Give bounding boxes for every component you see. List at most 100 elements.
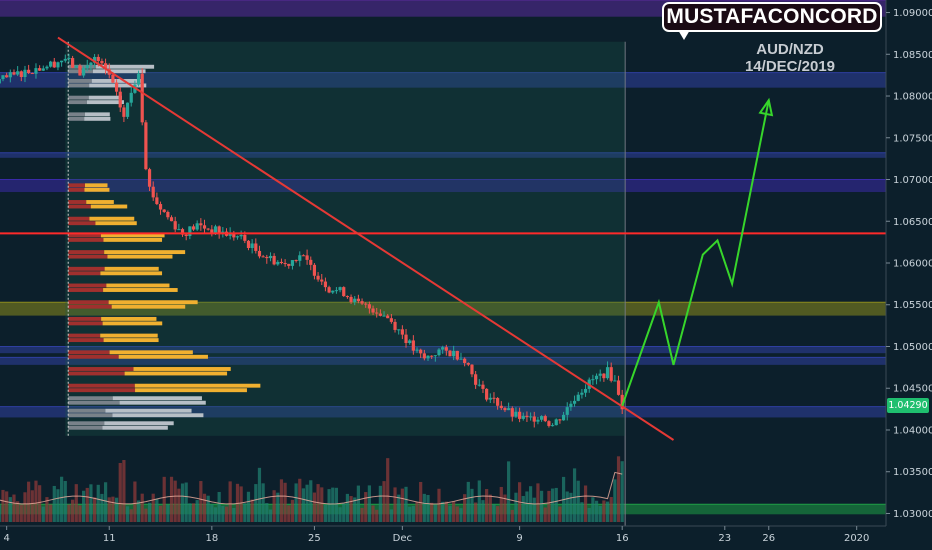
candle-body	[496, 398, 500, 406]
volume-profile-up-bar	[112, 413, 204, 418]
volume-profile-down-bar	[68, 83, 90, 88]
candle-body	[103, 63, 108, 70]
candle-body	[561, 414, 566, 421]
volume-profile-up-bar	[124, 371, 228, 376]
volume-bar	[140, 493, 144, 522]
volume-profile-down-bar	[68, 383, 135, 388]
candle-body	[503, 408, 507, 411]
volume-bar	[342, 503, 346, 522]
volume-bar	[52, 485, 56, 522]
volume-profile-up-bar	[104, 266, 159, 271]
volume-profile-down-bar	[68, 413, 113, 418]
volume-profile-up-bar	[118, 354, 208, 359]
candle-body	[334, 290, 339, 292]
volume-bar	[496, 506, 500, 522]
brand-badge: MUSTAFACONCORD	[662, 2, 882, 32]
candle-body	[463, 358, 467, 364]
volume-bar	[477, 480, 481, 522]
volume-bar	[243, 503, 247, 522]
volume-bar	[177, 488, 181, 522]
volume-bar	[558, 506, 562, 522]
volume-profile-up-bar	[89, 216, 135, 221]
candle-body	[268, 255, 273, 259]
volume-profile-up-bar	[96, 64, 155, 69]
volume-bar	[224, 506, 229, 522]
candle-body	[426, 355, 430, 359]
price-axis[interactable]	[886, 0, 932, 550]
candle-body	[184, 234, 188, 236]
volume-bar	[206, 495, 210, 522]
volume-bar	[30, 490, 34, 522]
volume-bar	[594, 500, 599, 522]
volume-profile-up-bar	[103, 237, 163, 242]
candle-body	[309, 259, 313, 265]
volume-bar	[0, 505, 1, 522]
candle-body	[481, 384, 485, 389]
volume-profile-down-bar	[68, 354, 119, 359]
candle-body	[474, 374, 478, 385]
candle-body	[404, 334, 408, 344]
volume-bar	[536, 483, 540, 522]
candle-body	[287, 263, 291, 266]
volume-bar	[63, 480, 67, 522]
candle-body	[375, 312, 379, 314]
volume-bar	[510, 509, 514, 522]
volume-bar	[404, 486, 408, 522]
volume-bar	[583, 485, 588, 522]
candle-body	[408, 340, 412, 344]
volume-bar	[572, 468, 577, 522]
candle-body	[140, 73, 144, 123]
volume-bar	[411, 505, 415, 522]
volume-profile-down-bar	[68, 216, 90, 221]
candle-body	[158, 204, 163, 210]
candle-body	[598, 373, 602, 376]
forecast-arrow-head	[758, 97, 774, 117]
volume-bar	[444, 501, 448, 522]
candle-body	[5, 75, 9, 78]
volume-bar	[129, 509, 133, 522]
volume-bar	[125, 506, 130, 522]
time-axis[interactable]	[0, 526, 932, 550]
volume-bar	[74, 484, 78, 522]
candle-body	[71, 58, 75, 68]
price-tick-label: 1.07500	[893, 133, 932, 144]
candle-body	[199, 223, 203, 226]
volume-profile-down-bar	[68, 64, 97, 69]
price-tick-label: 1.06000	[893, 259, 932, 270]
volume-bar	[452, 501, 456, 522]
candle-body	[23, 69, 27, 78]
candle-body	[177, 229, 181, 231]
zone-band	[0, 179, 886, 193]
volume-bar	[459, 508, 463, 522]
volume-bar	[103, 482, 108, 522]
volume-bar	[547, 490, 551, 522]
volume-profile-up-bar	[105, 408, 192, 413]
volume-bar	[463, 494, 467, 522]
volume-bar	[27, 481, 31, 522]
candle-body	[364, 303, 368, 305]
candle-body	[371, 308, 375, 313]
volume-bar	[312, 492, 317, 522]
candle-body	[459, 358, 463, 360]
candle-body	[257, 250, 262, 257]
volume-bar	[580, 502, 584, 522]
candle-body	[0, 79, 1, 84]
volume-profile-up-bar	[106, 283, 170, 288]
candle-body	[338, 287, 342, 291]
volume-bar	[100, 493, 104, 522]
candle-body	[591, 379, 595, 381]
volume-bar	[334, 487, 339, 522]
candle-body	[243, 234, 247, 241]
time-tick-label: 18	[205, 533, 218, 544]
volume-bar	[503, 494, 507, 522]
volume-profile-up-bar	[119, 400, 206, 405]
candle-body	[155, 197, 159, 205]
candle-body	[550, 425, 555, 427]
candle-body	[78, 65, 82, 76]
volume-bar	[23, 492, 27, 522]
volume-profile-down-bar	[68, 95, 89, 100]
candle-body	[52, 61, 56, 68]
volume-profile-up-bar	[109, 350, 193, 355]
